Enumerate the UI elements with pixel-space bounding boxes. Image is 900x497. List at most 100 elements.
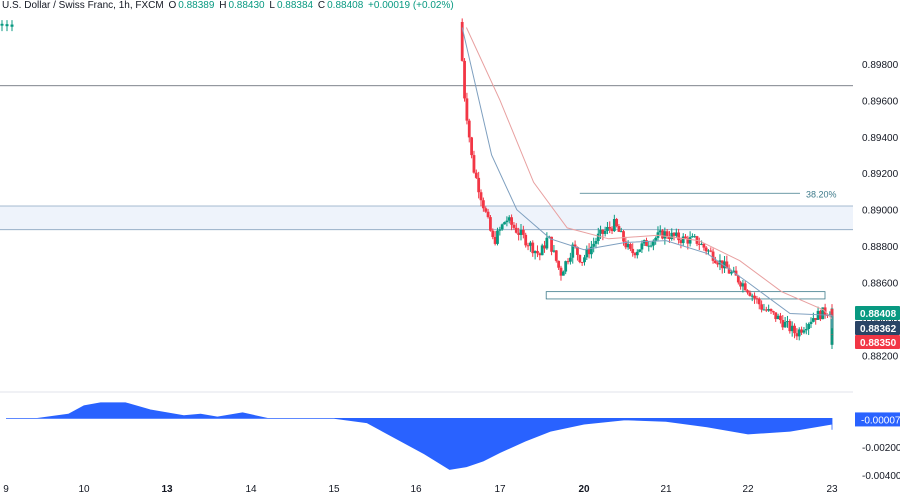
candle-body <box>503 222 506 225</box>
candle-body <box>592 243 596 247</box>
time-tick-label: 16 <box>410 484 422 495</box>
price-tick-label: 0.88200 <box>862 351 899 362</box>
candle-body <box>821 307 825 320</box>
time-tick-label: 9 <box>3 484 9 495</box>
candle-body <box>596 233 600 241</box>
candle-body <box>631 248 635 254</box>
price-tick-label: 0.88800 <box>862 242 899 253</box>
candle-body <box>746 290 749 293</box>
price-tick-label: 0.89800 <box>862 60 899 71</box>
candle-body <box>526 245 530 247</box>
candle-body <box>463 60 466 99</box>
candle-body <box>5 24 9 27</box>
candle-body <box>760 304 764 310</box>
candle-body <box>521 229 525 235</box>
candle-body <box>804 328 808 331</box>
candle-body <box>489 217 492 231</box>
candle-body <box>797 329 801 337</box>
resistance-zone <box>0 206 853 230</box>
candle-body <box>741 283 745 287</box>
candle-body <box>529 242 532 246</box>
candle-body <box>568 257 572 262</box>
candle-body <box>608 226 612 229</box>
candle-body <box>540 245 544 256</box>
candle-body <box>479 192 483 201</box>
candle-body <box>533 250 537 254</box>
price-badge-ema_fast <box>855 321 900 335</box>
candle-body <box>633 253 637 256</box>
candle-body <box>619 231 623 233</box>
candle-body <box>486 211 490 218</box>
time-axis[interactable]: 9 10 13 14 15 16 17 20 21 22 23 <box>3 484 838 495</box>
candle-body <box>571 244 575 258</box>
candle-body <box>654 237 658 241</box>
candle-body <box>465 98 469 121</box>
candle-body <box>622 231 625 242</box>
time-tick-label: 14 <box>245 484 257 495</box>
candle-body <box>585 248 589 258</box>
support-box <box>545 291 826 300</box>
candle-body <box>645 240 648 247</box>
candle-body <box>679 240 683 244</box>
candle-body <box>514 227 518 233</box>
horizontal-lines <box>0 85 853 231</box>
candle-body <box>786 321 789 323</box>
time-tick-label: 20 <box>578 484 590 495</box>
candle-body <box>779 315 782 321</box>
candle-body <box>10 24 14 27</box>
time-tick-label: 17 <box>494 484 506 495</box>
candle-body <box>807 324 811 329</box>
candle-body <box>790 325 794 332</box>
high-label: H <box>219 0 227 11</box>
price-badge-label-last: 0.88408 <box>860 309 897 320</box>
candle-body <box>707 250 710 252</box>
candle-body <box>559 267 563 276</box>
candle-body <box>635 251 639 256</box>
candle-body <box>538 253 542 256</box>
open-label: O <box>168 0 177 11</box>
change-value: +0.00019 (+0.02%) <box>368 0 454 11</box>
price-labels: 0.88408 0.88362 0.88350 <box>855 306 900 349</box>
candle-body <box>474 172 478 178</box>
candle-body <box>713 260 717 264</box>
candle-body <box>788 321 792 332</box>
candle-body <box>795 333 799 337</box>
candle-body <box>677 232 681 241</box>
price-axis[interactable]: 0.89800 0.89600 0.89400 0.89200 0.89000 0.888… <box>862 60 899 363</box>
candle-body <box>629 243 632 249</box>
candle-body <box>691 236 694 238</box>
candle-body <box>578 254 582 263</box>
high-value: 0.88430 <box>228 0 265 11</box>
candle-body <box>580 262 584 264</box>
chart-legend: U.S. Dollar / Swiss Franc, 1h, FXCM O 0.8… <box>2 0 456 12</box>
candle-body <box>816 310 820 320</box>
candle-body <box>610 228 614 232</box>
candle-body <box>519 229 523 235</box>
oscillator-axis[interactable]: -0.00200 -0.00400 -0.00007 <box>855 412 900 482</box>
candle-body <box>793 325 796 334</box>
candle-body <box>658 230 662 233</box>
candle-body <box>624 241 628 248</box>
candle-body <box>781 320 785 328</box>
candle-body <box>543 245 546 249</box>
ema-fast-line <box>461 27 833 329</box>
candle-body <box>649 245 653 247</box>
close-label: C <box>317 0 326 11</box>
candle-body <box>736 275 740 283</box>
candle-body <box>700 243 703 245</box>
candle-body <box>757 298 761 305</box>
candle-body <box>750 295 754 297</box>
candle-body <box>739 282 743 287</box>
candle-body <box>771 311 775 313</box>
close-value: 0.88408 <box>327 0 364 11</box>
candle-body <box>589 246 593 255</box>
candle-body <box>472 155 476 173</box>
candle-body <box>564 261 568 272</box>
candle-body <box>594 240 598 244</box>
candle-body <box>583 257 586 263</box>
candle-body <box>661 230 664 239</box>
price-tick-label: 0.89000 <box>862 206 899 217</box>
candle-body <box>769 309 773 312</box>
candle-body <box>576 246 579 255</box>
